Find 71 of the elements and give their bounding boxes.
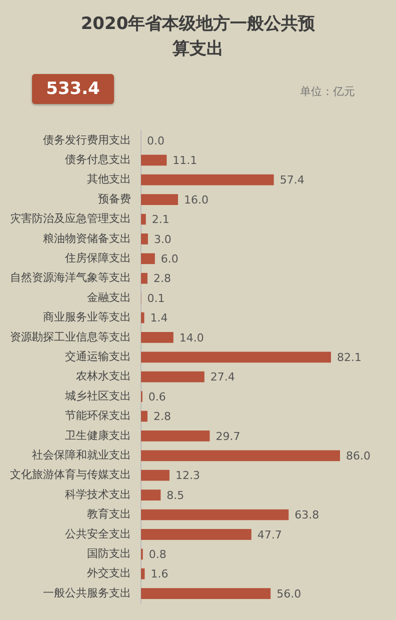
y-tick-label: 债务发行费用支出 — [43, 133, 131, 146]
bar — [141, 430, 210, 442]
data-label: 0.6 — [148, 390, 166, 404]
bar — [141, 371, 204, 382]
y-tick-label: 科学技术支出 — [65, 488, 131, 501]
y-tick-label: 一般公共服务支出 — [43, 586, 131, 600]
bar — [141, 234, 148, 244]
bar — [141, 312, 144, 324]
data-label: 57.4 — [280, 174, 304, 187]
bar — [141, 529, 252, 540]
bar — [141, 410, 148, 422]
y-tick-label: 债务付息支出 — [65, 153, 131, 166]
y-tick-label: 预备费 — [98, 192, 131, 206]
y-tick-label: 粮油物资储备支出 — [43, 232, 131, 245]
bar — [141, 490, 161, 500]
text: 单位：亿元 — [300, 84, 355, 99]
data-label: 2.1 — [152, 213, 170, 226]
data-label: 1.4 — [150, 312, 168, 325]
chart-title: 2020年省本级地方一般公共预算支出 — [80, 13, 316, 61]
data-label: 0.0 — [147, 134, 164, 148]
data-label: 27.4 — [210, 370, 235, 384]
bar — [141, 470, 170, 481]
bar — [141, 509, 289, 520]
bar — [141, 352, 331, 363]
data-label: 82.1 — [336, 351, 362, 364]
y-tick-label: 文化旅游体育与传媒支出 — [10, 468, 131, 482]
y-tick-label: 卫生健康支出 — [65, 428, 131, 442]
data-label: 56.0 — [276, 587, 302, 600]
y-tick-label: 农林水支出 — [76, 370, 131, 383]
data-label: 3.0 — [154, 232, 172, 246]
data-label: 2.8 — [153, 410, 171, 424]
y-tick-label: 资源勘探工业信息等支出 — [10, 330, 131, 344]
y-tick-label: 其他支出 — [87, 172, 131, 186]
data-label: 0.1 — [147, 292, 165, 305]
y-tick-label: 金融支出 — [87, 290, 131, 304]
y-tick-label: 住房保障支出 — [65, 252, 131, 265]
bar — [141, 568, 145, 580]
y-tick-label: 国防支出 — [87, 547, 131, 560]
y-tick-label: 社会保障和就业支出 — [32, 448, 131, 462]
data-label: 2.8 — [153, 272, 171, 286]
bar — [141, 450, 340, 462]
bar — [141, 588, 271, 599]
bar — [141, 253, 155, 264]
bar — [141, 272, 148, 284]
y-tick-label: 公共安全支出 — [65, 527, 131, 540]
bar — [141, 214, 146, 225]
y-tick-label: 节能环保支出 — [65, 409, 131, 422]
data-label: 1.6 — [150, 568, 168, 581]
bar — [141, 332, 174, 343]
data-label: 63.8 — [294, 508, 320, 522]
data-label: 6.0 — [160, 252, 178, 266]
data-label: 29.7 — [216, 430, 240, 443]
data-label: 12.3 — [175, 469, 200, 482]
y-tick-label: 交通运输支出 — [65, 350, 131, 364]
data-label: 11.1 — [172, 154, 198, 168]
y-tick-label: 自然资源海洋气象等支出 — [10, 271, 131, 284]
bar — [141, 174, 274, 186]
data-label: 14.0 — [179, 331, 204, 344]
y-tick-label: 城乡社区支出 — [64, 389, 131, 402]
data-label: 8.5 — [166, 488, 184, 502]
text: 533.4 — [32, 74, 114, 104]
data-label: 47.7 — [257, 528, 282, 542]
y-tick-label: 外交支出 — [87, 566, 131, 580]
data-label: 0.8 — [148, 548, 166, 562]
data-label: 86.0 — [346, 450, 370, 463]
y-tick-label: 教育支出 — [87, 508, 131, 521]
y-tick-label: 商业服务业等支出 — [43, 310, 131, 324]
data-label: 16.0 — [184, 193, 209, 206]
bar — [141, 154, 167, 166]
bar — [141, 194, 178, 205]
y-tick-label: 灾害防治及应急管理支出 — [10, 212, 131, 226]
